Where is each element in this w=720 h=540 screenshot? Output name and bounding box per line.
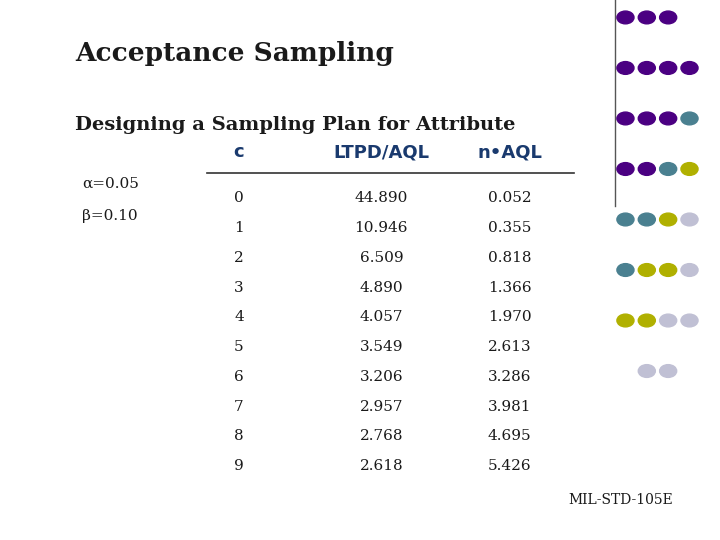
Circle shape <box>660 364 677 377</box>
Text: c: c <box>234 143 244 161</box>
Circle shape <box>617 11 634 24</box>
Text: 3.981: 3.981 <box>487 400 531 414</box>
Text: 4.890: 4.890 <box>359 281 403 295</box>
Text: 2.613: 2.613 <box>487 340 531 354</box>
Text: 0: 0 <box>234 191 244 205</box>
Text: 3.286: 3.286 <box>487 370 531 384</box>
Circle shape <box>638 213 655 226</box>
Circle shape <box>660 11 677 24</box>
Text: α=0.05: α=0.05 <box>83 177 140 191</box>
Text: 44.890: 44.890 <box>355 191 408 205</box>
Circle shape <box>617 264 634 276</box>
Text: 5.426: 5.426 <box>487 460 531 473</box>
Circle shape <box>681 112 698 125</box>
Text: 4.695: 4.695 <box>487 429 531 443</box>
Text: LTPD/AQL: LTPD/AQL <box>333 143 429 161</box>
Text: n•AQL: n•AQL <box>477 143 542 161</box>
Text: 0.818: 0.818 <box>487 251 531 265</box>
Text: 9: 9 <box>234 460 244 473</box>
Circle shape <box>617 112 634 125</box>
Circle shape <box>617 163 634 176</box>
Text: 1.366: 1.366 <box>487 281 531 295</box>
Text: 6: 6 <box>234 370 244 384</box>
Circle shape <box>638 163 655 176</box>
Text: β=0.10: β=0.10 <box>83 209 138 223</box>
Text: Designing a Sampling Plan for Attribute: Designing a Sampling Plan for Attribute <box>76 116 516 134</box>
Text: MIL-STD-105E: MIL-STD-105E <box>568 492 673 507</box>
Circle shape <box>681 163 698 176</box>
Text: 0.052: 0.052 <box>487 191 531 205</box>
Text: 1: 1 <box>234 221 244 235</box>
Text: 2.957: 2.957 <box>359 400 403 414</box>
Circle shape <box>681 264 698 276</box>
Text: 2.768: 2.768 <box>359 429 403 443</box>
Circle shape <box>660 264 677 276</box>
Circle shape <box>638 112 655 125</box>
Text: 5: 5 <box>234 340 244 354</box>
Circle shape <box>660 213 677 226</box>
Circle shape <box>681 314 698 327</box>
Circle shape <box>638 314 655 327</box>
Text: 0.355: 0.355 <box>487 221 531 235</box>
Text: 7: 7 <box>234 400 244 414</box>
Circle shape <box>617 62 634 75</box>
Text: 3.206: 3.206 <box>359 370 403 384</box>
Circle shape <box>660 314 677 327</box>
Text: 4.057: 4.057 <box>359 310 403 325</box>
Circle shape <box>660 163 677 176</box>
Text: 8: 8 <box>234 429 244 443</box>
Circle shape <box>638 364 655 377</box>
Text: 6.509: 6.509 <box>359 251 403 265</box>
Circle shape <box>681 62 698 75</box>
Circle shape <box>660 112 677 125</box>
Text: 2: 2 <box>234 251 244 265</box>
Text: 10.946: 10.946 <box>355 221 408 235</box>
Text: 4: 4 <box>234 310 244 325</box>
Text: 2.618: 2.618 <box>359 460 403 473</box>
Circle shape <box>681 213 698 226</box>
Circle shape <box>638 62 655 75</box>
Text: Acceptance Sampling: Acceptance Sampling <box>76 42 395 66</box>
Circle shape <box>638 264 655 276</box>
Circle shape <box>617 213 634 226</box>
Circle shape <box>617 314 634 327</box>
Text: 1.970: 1.970 <box>487 310 531 325</box>
Text: 3.549: 3.549 <box>359 340 403 354</box>
Circle shape <box>660 62 677 75</box>
Circle shape <box>638 11 655 24</box>
Text: 3: 3 <box>234 281 244 295</box>
